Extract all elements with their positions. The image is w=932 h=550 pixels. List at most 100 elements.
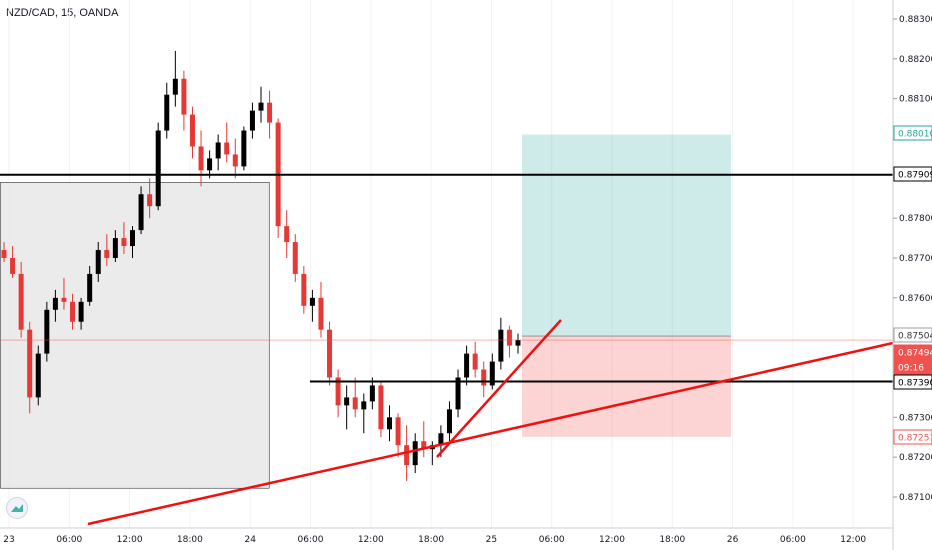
candle-body [138,194,144,231]
candle-body [44,309,50,354]
price-badge [893,374,932,390]
candle-body [404,445,410,466]
candle-body [267,102,273,123]
time-tick-label: 18:00 [177,535,203,545]
candle-body [309,297,315,306]
candle-body [207,158,213,171]
time-tick-label: 24 [244,535,256,545]
candle-body [1,250,7,258]
candle-body [446,409,452,434]
candle-body [164,94,170,131]
time-tick-label: 12:00 [599,535,625,545]
trendline [87,341,894,526]
price-badge [893,125,932,141]
time-tick-label: 18:00 [418,535,444,545]
candle-body [147,194,153,207]
price-badge-label: 0.87909 [898,171,932,181]
time-tick-label: 06:00 [56,535,82,545]
candle-body [515,340,521,346]
candle-body [232,154,238,167]
candle-body [224,142,230,155]
candle-body [489,361,495,386]
candle-body [258,102,264,111]
price-badge-label: 09:16 [898,364,924,374]
candle-body [181,78,187,115]
candle-body [344,397,350,406]
candle-body [284,226,290,243]
time-tick-label: 25 [486,535,497,545]
candle-body [189,114,195,147]
time-tick-label: 06:00 [780,535,806,545]
candle-body [249,110,255,131]
candle-body [292,242,298,274]
time-tick-label: 12:00 [117,535,143,545]
time-tick-label: 18:00 [659,535,685,545]
candle-body [335,377,341,406]
price-badge-label: 0.87494 [898,349,932,359]
price-badge [893,344,932,360]
candle-body [78,301,84,322]
candle-body [87,273,93,302]
price-badge [893,166,932,182]
candle-body [472,353,478,370]
candle-body [155,130,161,207]
candle-body [464,353,470,378]
position-profit-zone [522,134,731,337]
price-badge-label: 0.88010 [898,130,932,140]
candle-body [18,273,24,330]
price-tick-label: 0.87100 [899,493,932,503]
time-axis: 23 06:00 12:00 18:00 24 06:00 12:00 18:00 25 06:0… [0,527,893,545]
candle-body [95,250,101,274]
time-tick-label: 06:00 [539,535,565,545]
candle-body [241,130,247,167]
price-badge [893,327,932,343]
candle-body [35,353,41,398]
candlestick-series [1,50,521,482]
price-badge-label: 0.87390 [898,379,932,389]
chart-title: NZD/CAD, 15, OANDA [6,7,119,19]
candle-body [387,417,392,430]
time-tick-label: 06:00 [298,535,324,545]
time-tick-label: 12:00 [840,535,866,545]
price-badge [893,429,932,445]
candle-body [215,142,221,159]
candle-body [130,230,135,247]
price-badge-label: 0.87504 [898,332,932,342]
candle-body [10,257,16,274]
candle-body [369,385,375,402]
time-tick-label: 26 [727,535,739,545]
candle-body [112,238,118,258]
candle-body [301,273,307,306]
candle-body [198,146,204,171]
candle-body [395,417,401,446]
price-badge-label: 0.87251 [898,434,932,444]
candle-body [361,401,367,410]
candle-body [438,433,444,446]
candle-body [455,377,461,410]
candle-body [27,329,33,398]
drawing-boxes [0,134,731,489]
candle-body [52,297,58,310]
candle-body [421,441,427,450]
candle-body [352,397,358,410]
candle-body [104,250,110,258]
candle-body [61,297,67,302]
time-tick-label: 23 [3,535,14,545]
candle-body [412,441,418,466]
candle-body [327,329,333,378]
tradingview-logo-icon [6,497,28,519]
candle-body [172,78,178,95]
candle-body [481,369,487,386]
candle-body [506,329,512,346]
candle-body [498,329,504,362]
